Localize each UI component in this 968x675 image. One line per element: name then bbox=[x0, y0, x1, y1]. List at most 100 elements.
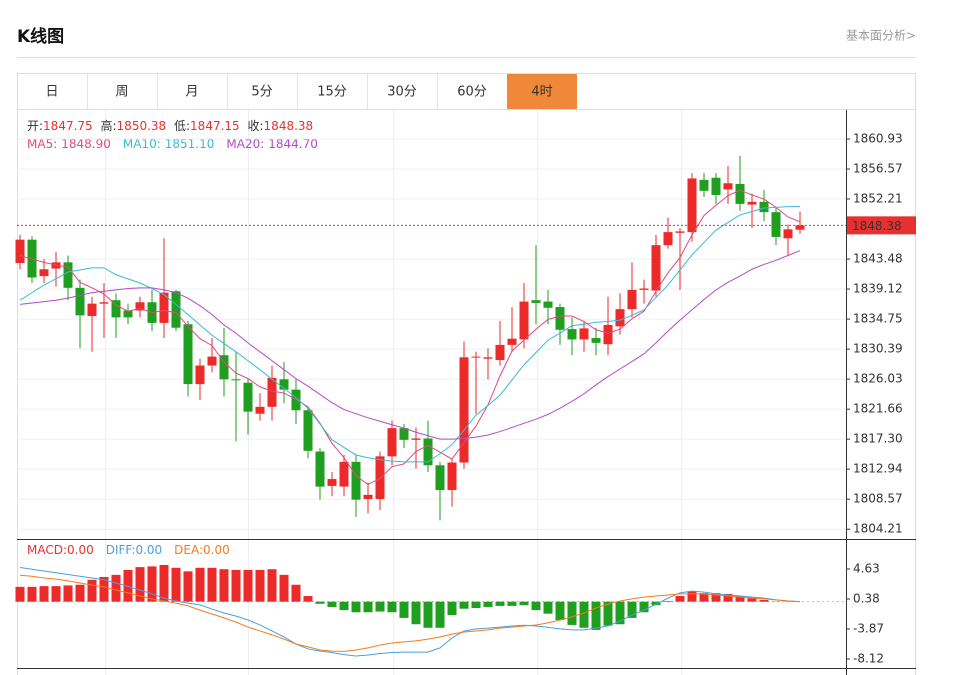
candle-body bbox=[567, 329, 577, 340]
y-tick-label: 1830.39 bbox=[853, 342, 903, 356]
macd-bar bbox=[255, 569, 265, 602]
macd-bar bbox=[27, 586, 37, 602]
legend-name: MA5: bbox=[27, 137, 57, 151]
candle-body bbox=[675, 231, 685, 233]
candle-body bbox=[459, 357, 469, 463]
macd-bar bbox=[483, 601, 493, 607]
macd-bar bbox=[723, 593, 733, 602]
tab[interactable]: 月 bbox=[185, 85, 198, 100]
tab[interactable]: 60分 bbox=[457, 85, 487, 100]
macd-bar bbox=[363, 601, 373, 613]
candle-body bbox=[315, 451, 325, 487]
candle-body bbox=[207, 356, 217, 366]
candle-body bbox=[495, 344, 505, 361]
macd-bar bbox=[75, 584, 85, 602]
macd-bar bbox=[627, 601, 637, 618]
macd-bar bbox=[111, 574, 121, 602]
candle-body bbox=[135, 302, 145, 311]
macd-bar bbox=[99, 576, 109, 602]
macd-bar bbox=[351, 601, 361, 613]
macd-bar bbox=[699, 593, 709, 602]
candle-body bbox=[39, 269, 49, 277]
macd-bar bbox=[195, 567, 205, 602]
last-price-tag bbox=[847, 216, 916, 235]
candle-body bbox=[723, 183, 733, 190]
macd-bar bbox=[39, 586, 49, 602]
macd-bar bbox=[63, 585, 73, 602]
y-tick-label: 1839.12 bbox=[853, 282, 903, 296]
last-price-label: 1848.38 bbox=[852, 219, 902, 233]
candle-body bbox=[255, 406, 265, 414]
y-tick-label: 4.63 bbox=[853, 562, 880, 576]
macd-bar bbox=[51, 586, 61, 602]
macd-bar bbox=[639, 601, 649, 613]
macd-bar bbox=[615, 601, 625, 625]
candle-body bbox=[555, 307, 565, 330]
macd-line bbox=[19, 574, 801, 652]
y-tick-label: 1856.57 bbox=[853, 162, 903, 176]
tab[interactable]: 日 bbox=[45, 85, 58, 100]
y-tick-label: 0.38 bbox=[853, 591, 880, 605]
macd-bar bbox=[579, 601, 589, 628]
candle-body bbox=[219, 355, 229, 380]
macd-bar bbox=[207, 567, 217, 602]
macd-bar bbox=[279, 574, 289, 602]
candle-body bbox=[759, 201, 769, 213]
candle-body bbox=[195, 365, 205, 385]
legend-value: 0.00 bbox=[135, 543, 162, 557]
chart-frame bbox=[17, 73, 916, 675]
ma-line bbox=[19, 206, 800, 463]
candle-body bbox=[687, 178, 697, 233]
candle-body bbox=[471, 356, 481, 358]
candle-body bbox=[159, 292, 169, 323]
candle-body bbox=[303, 410, 313, 451]
y-tick-label: 1860.93 bbox=[853, 132, 903, 146]
candle-body bbox=[15, 239, 25, 264]
candle-body bbox=[735, 183, 745, 204]
macd-bar bbox=[555, 601, 565, 621]
macd-bar bbox=[495, 601, 505, 606]
candle-body bbox=[111, 300, 121, 318]
macd-bar bbox=[399, 601, 409, 618]
y-tick-label: 1808.57 bbox=[853, 492, 903, 506]
macd-bar bbox=[759, 599, 769, 602]
y-tick-label: 1821.66 bbox=[853, 402, 903, 416]
y-tick-label: -3.87 bbox=[853, 621, 884, 635]
macd-bar bbox=[375, 601, 385, 612]
macd-bar bbox=[567, 601, 577, 625]
macd-bar bbox=[15, 586, 25, 602]
macd-bar bbox=[435, 601, 445, 628]
legend-name: DEA: bbox=[174, 543, 203, 557]
macd-bar bbox=[135, 567, 145, 602]
macd-bar bbox=[507, 601, 517, 606]
tab[interactable]: 5分 bbox=[251, 85, 272, 100]
candle-body bbox=[507, 338, 517, 345]
candle-body bbox=[639, 288, 649, 290]
tab[interactable]: 4时 bbox=[531, 85, 552, 100]
legend-name: MA10: bbox=[123, 137, 161, 151]
y-tick-label: 1817.30 bbox=[853, 432, 903, 446]
legend-value: 1851.10 bbox=[165, 137, 215, 151]
candle-body bbox=[711, 177, 721, 195]
legend-name: MACD: bbox=[27, 543, 67, 557]
quote-value: 1850.38 bbox=[117, 119, 167, 133]
macd-bar bbox=[303, 596, 313, 602]
legend-value: 0.00 bbox=[203, 543, 230, 557]
macd-bar bbox=[87, 579, 97, 602]
legend-value: 0.00 bbox=[67, 543, 94, 557]
macd-bar bbox=[123, 569, 133, 602]
candle-body bbox=[663, 232, 673, 246]
ma-legend: MA5: 1848.90 MA10: 1851.10 MA20: 1844.70 bbox=[27, 137, 318, 151]
candle-body bbox=[783, 229, 793, 239]
macd-bar bbox=[183, 571, 193, 602]
tab[interactable]: 15分 bbox=[317, 85, 347, 100]
tab[interactable]: 30分 bbox=[387, 85, 417, 100]
fundamental-link[interactable]: 基本面分析> bbox=[846, 29, 916, 43]
macd-bar bbox=[663, 600, 673, 602]
tab[interactable]: 周 bbox=[115, 85, 128, 100]
candle-body bbox=[267, 377, 277, 407]
candle-body bbox=[279, 379, 289, 390]
quote-value: 1847.15 bbox=[190, 119, 240, 133]
quote-label: 低: bbox=[174, 119, 190, 133]
